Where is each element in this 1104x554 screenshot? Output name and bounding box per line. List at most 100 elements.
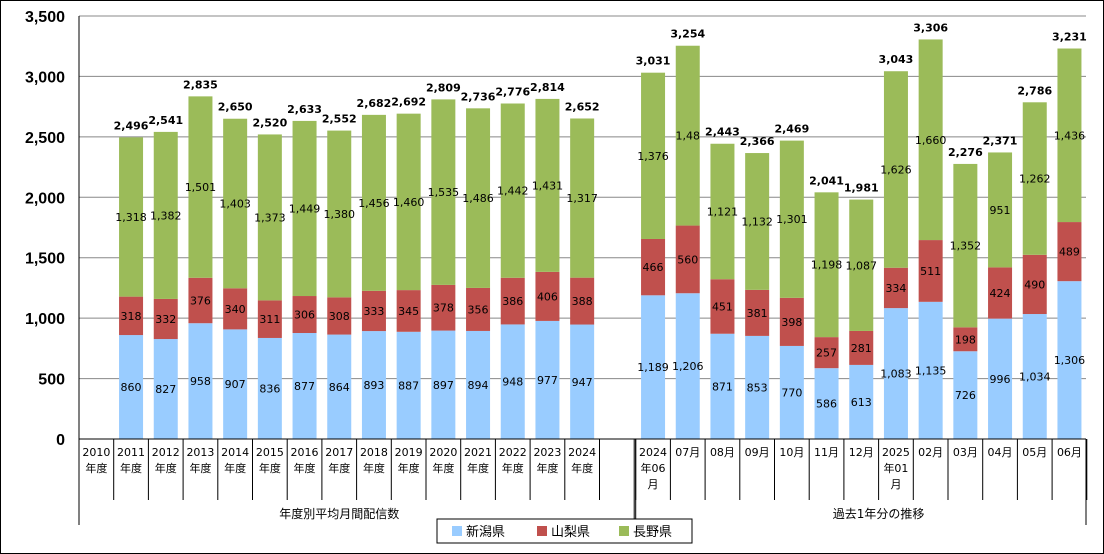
total-label: 2,443 [705,126,740,139]
bar-segment-nagano [466,108,491,288]
data-label-nagano: 1,198 [811,259,843,272]
bar-segment-niigata [535,320,560,439]
data-label-yamanashi: 308 [329,310,350,323]
total-label: 2,496 [114,119,149,132]
bar-segment-niigata [153,339,178,439]
bar-segment-niigata [466,330,491,439]
x-tick-label: 2018 [360,446,388,459]
bar-segment-yamanashi [745,289,770,336]
data-label-niigata: 1,189 [637,361,669,374]
bar-segment-nagano [257,134,282,301]
bar-segment-yamanashi [257,300,282,338]
data-label-niigata: 887 [398,379,419,392]
bar-segment-nagano [500,103,525,278]
bar-segment-nagano [675,45,700,226]
data-label-niigata: 1,135 [915,364,947,377]
total-label: 2,786 [1017,84,1052,97]
bar-segment-nagano [814,192,839,338]
data-label-yamanashi: 386 [502,295,523,308]
data-label-niigata: 996 [990,373,1011,386]
bar-segment-yamanashi [292,296,317,334]
x-tick-label: 09月 [745,446,770,459]
data-label-nagano: 1,087 [846,259,878,272]
x-tick-label: 2014 [221,446,249,459]
data-label-niigata: 1,306 [1054,354,1086,367]
total-label: 2,835 [183,78,218,91]
data-label-nagano: 1,382 [150,209,182,222]
bar-segment-niigata [361,331,386,439]
x-tick-label: 08月 [710,446,735,459]
bar-segment-niigata [849,364,874,439]
data-label-niigata: 897 [433,379,454,392]
data-label-yamanashi: 490 [1024,278,1045,291]
data-label-niigata: 853 [747,381,768,394]
bar-segment-yamanashi [918,240,943,302]
total-label: 2,809 [426,82,461,95]
bar-segment-nagano [1022,102,1047,255]
bar-segment-niigata [223,329,248,439]
data-label-yamanashi: 489 [1059,246,1080,259]
bar-segment-niigata [710,333,735,439]
data-label-nagano: 1,501 [185,181,217,194]
data-label-nagano: 1,431 [532,179,564,192]
bar-segment-niigata [570,324,595,439]
total-label: 2,682 [357,97,392,110]
data-label-yamanashi: 257 [816,347,837,360]
bar-segment-nagano [779,140,804,298]
x-tick-label: 年度 [189,461,211,475]
x-tick-label: 年度 [398,461,420,475]
total-label: 2,776 [495,86,530,99]
bar-segment-yamanashi [153,298,178,340]
bar-segment-nagano [188,96,213,278]
bar-segment-niigata [257,337,282,439]
bar-segment-yamanashi [1057,222,1082,282]
bar-segment-yamanashi [431,284,456,331]
x-tick-label: 2016 [291,446,319,459]
bar-segment-niigata [953,351,978,439]
x-tick-label: 10月 [779,446,804,459]
total-label: 2,371 [983,134,1018,147]
x-tick-label: 2012 [152,446,180,459]
x-tick-label: 2024 [639,446,667,459]
x-tick-label: 年度 [328,461,350,475]
data-label-yamanashi: 511 [920,265,941,278]
y-tick-label: 2,000 [25,190,65,207]
data-label-niigata: 977 [537,374,558,387]
legend-label-yamanashi: 山梨県 [551,525,590,540]
x-tick-label: 月 [648,478,659,491]
x-tick-label: 06月 [1057,446,1082,459]
bar-segment-yamanashi [570,277,595,325]
data-label-nagano: 1,121 [707,205,739,218]
x-tick-label: 02月 [918,446,943,459]
total-label: 2,541 [148,114,183,127]
x-tick-label: 年度 [363,461,385,475]
x-tick-label: 12月 [849,446,874,459]
total-label: 3,306 [913,21,948,34]
total-label: 2,652 [565,100,600,113]
data-label-nagano: 1,373 [254,211,286,224]
data-label-yamanashi: 306 [294,309,315,322]
bar-segment-yamanashi [641,238,666,296]
total-label: 2,552 [322,113,357,126]
total-label: 2,692 [391,96,426,109]
bar-segment-nagano [396,113,421,291]
data-label-yamanashi: 318 [121,310,142,323]
bar-segment-niigata [292,333,317,439]
data-label-yamanashi: 356 [468,303,489,316]
bar-segment-niigata [500,324,525,439]
bar-segment-nagano [119,137,144,297]
data-label-nagano: 1,660 [915,134,947,147]
bar-segment-niigata [327,334,352,439]
bar-segment-niigata [1057,281,1082,439]
data-label-niigata: 948 [502,376,523,389]
bar-segment-niigata [814,368,839,439]
x-tick-label: 2015 [256,446,284,459]
data-label-yamanashi: 424 [990,287,1011,300]
bar-segment-nagano [153,131,178,299]
x-tick-label: 2019 [395,446,423,459]
y-tick-label: 2,500 [25,130,65,147]
bar-segment-yamanashi [883,267,908,309]
total-label: 3,254 [670,28,705,41]
y-tick-label: 0 [56,432,65,449]
